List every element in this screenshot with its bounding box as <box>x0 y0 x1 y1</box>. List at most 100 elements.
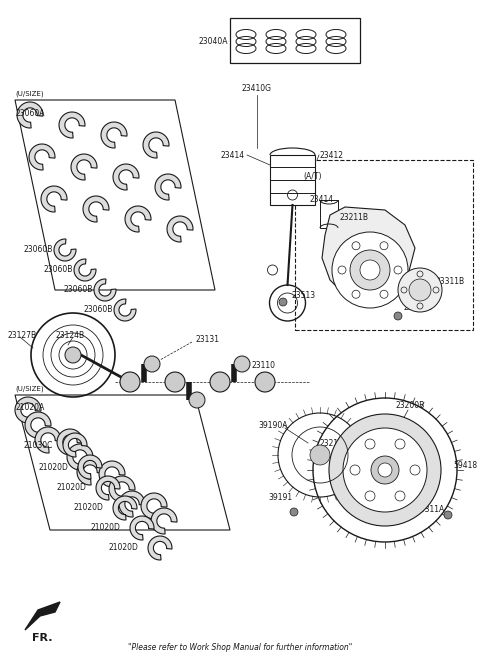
Polygon shape <box>141 493 167 519</box>
Text: 23110: 23110 <box>252 360 276 370</box>
Polygon shape <box>41 186 67 212</box>
Polygon shape <box>29 144 55 170</box>
Circle shape <box>378 463 392 477</box>
Text: 21020A: 21020A <box>15 403 44 412</box>
Circle shape <box>165 372 185 392</box>
Text: 23513: 23513 <box>292 290 316 300</box>
Polygon shape <box>148 536 172 560</box>
Text: 23060A: 23060A <box>15 109 45 118</box>
Circle shape <box>329 414 441 526</box>
Circle shape <box>343 428 427 512</box>
Polygon shape <box>57 429 83 455</box>
Polygon shape <box>125 206 151 232</box>
Text: 39190A: 39190A <box>258 420 288 430</box>
Polygon shape <box>74 259 96 281</box>
Circle shape <box>279 298 287 306</box>
Circle shape <box>144 356 160 372</box>
Text: 23212: 23212 <box>320 438 344 447</box>
Circle shape <box>332 232 408 308</box>
Polygon shape <box>130 516 154 540</box>
Text: 23510: 23510 <box>358 265 382 275</box>
Text: 23060B: 23060B <box>24 246 53 255</box>
Bar <box>295 160 473 330</box>
Polygon shape <box>15 397 41 423</box>
Text: FR.: FR. <box>32 633 52 643</box>
Text: "Please refer to Work Shop Manual for further information": "Please refer to Work Shop Manual for fu… <box>128 644 352 653</box>
Text: 23131: 23131 <box>195 335 219 345</box>
Polygon shape <box>113 164 139 190</box>
Text: 21020D: 21020D <box>73 504 103 513</box>
Polygon shape <box>67 444 93 470</box>
Polygon shape <box>25 412 51 438</box>
Polygon shape <box>167 216 193 242</box>
Text: 21020D: 21020D <box>56 484 86 492</box>
Text: 23211B: 23211B <box>340 213 369 222</box>
Polygon shape <box>71 154 97 180</box>
Polygon shape <box>119 491 145 517</box>
Circle shape <box>255 372 275 392</box>
Bar <box>270 155 315 205</box>
Text: 23414: 23414 <box>221 150 245 160</box>
Circle shape <box>398 268 442 312</box>
Circle shape <box>360 260 380 280</box>
Polygon shape <box>35 427 61 453</box>
Bar <box>320 200 338 228</box>
Text: 23127B: 23127B <box>8 331 37 339</box>
Text: 23414: 23414 <box>310 195 334 205</box>
Text: 23412: 23412 <box>320 150 344 160</box>
Circle shape <box>371 456 399 484</box>
Polygon shape <box>25 602 60 630</box>
Text: 23060B: 23060B <box>84 306 113 315</box>
Polygon shape <box>15 395 230 530</box>
Circle shape <box>444 511 452 519</box>
Text: 23060B: 23060B <box>44 265 73 275</box>
Circle shape <box>65 347 81 363</box>
Polygon shape <box>15 100 215 290</box>
Circle shape <box>234 356 250 372</box>
Polygon shape <box>59 112 85 138</box>
Text: (A/T): (A/T) <box>303 172 322 181</box>
Bar <box>230 18 360 63</box>
Text: 59418: 59418 <box>453 461 477 469</box>
Polygon shape <box>17 102 43 128</box>
Text: 21020D: 21020D <box>38 463 68 471</box>
Circle shape <box>409 279 431 301</box>
Circle shape <box>189 392 205 408</box>
Circle shape <box>350 250 390 290</box>
Text: 23226B: 23226B <box>403 304 432 312</box>
Polygon shape <box>78 455 102 479</box>
Polygon shape <box>54 239 76 261</box>
Text: 39191: 39191 <box>268 494 292 502</box>
Polygon shape <box>113 496 137 520</box>
Polygon shape <box>83 196 109 222</box>
Polygon shape <box>143 132 169 158</box>
Text: 23311B: 23311B <box>435 277 464 286</box>
Polygon shape <box>77 459 103 485</box>
Polygon shape <box>99 461 125 487</box>
Polygon shape <box>63 433 87 457</box>
Polygon shape <box>94 279 116 301</box>
Circle shape <box>310 445 330 465</box>
Polygon shape <box>101 122 127 148</box>
Polygon shape <box>155 174 181 200</box>
Polygon shape <box>96 476 120 500</box>
Circle shape <box>210 372 230 392</box>
Circle shape <box>290 508 298 516</box>
Text: (U/SIZE): (U/SIZE) <box>15 385 44 392</box>
Polygon shape <box>322 207 415 302</box>
Text: 23200B: 23200B <box>395 401 424 409</box>
Text: 21020D: 21020D <box>90 523 120 533</box>
Text: 21030C: 21030C <box>24 440 53 449</box>
Circle shape <box>394 312 402 320</box>
Polygon shape <box>151 508 177 534</box>
Text: 23060B: 23060B <box>64 286 93 294</box>
Polygon shape <box>109 476 135 502</box>
Text: (U/SIZE): (U/SIZE) <box>15 90 44 97</box>
Text: 23124B: 23124B <box>55 331 84 339</box>
Circle shape <box>120 372 140 392</box>
Text: 23311A: 23311A <box>415 506 444 515</box>
Text: 21020D: 21020D <box>108 543 138 552</box>
Text: 23040A: 23040A <box>199 38 228 46</box>
Text: 23410G: 23410G <box>242 84 272 93</box>
Polygon shape <box>114 299 136 321</box>
